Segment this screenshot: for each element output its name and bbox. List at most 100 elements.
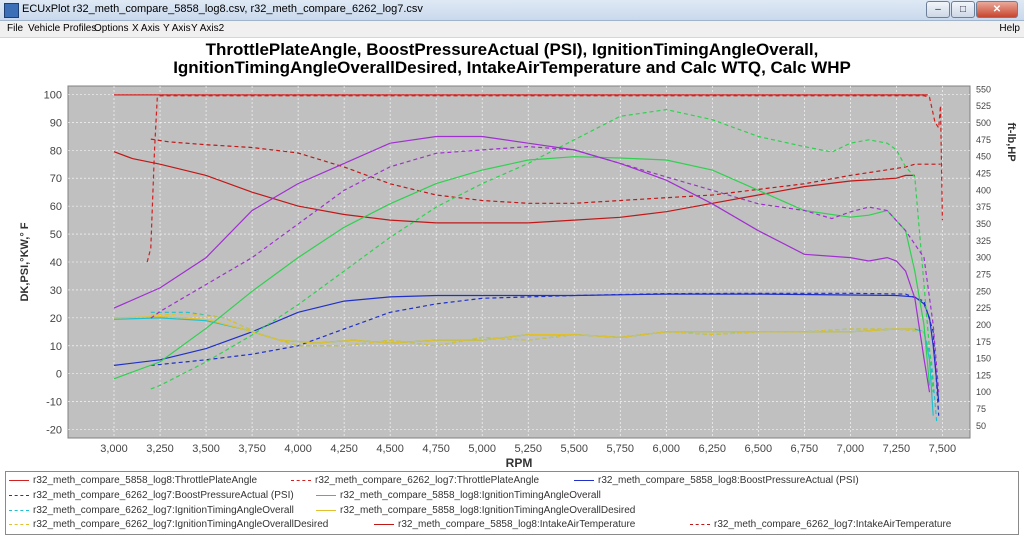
y2-tick-label: 125 [976, 370, 991, 380]
y-tick-label: 100 [44, 89, 62, 101]
plot-area [67, 85, 971, 439]
y-tick-label: 80 [50, 145, 62, 157]
legend-item: r32_meth_compare_6262_log7:IgnitionTimin… [9, 505, 294, 516]
legend-label: r32_meth_compare_6262_log7:IntakeAirTemp… [714, 519, 952, 530]
legend-label: r32_meth_compare_5858_log8:IntakeAirTemp… [398, 519, 636, 530]
series-line [113, 156, 931, 386]
x-tick-label: 5,250 [514, 443, 542, 455]
close-button[interactable]: ✕ [976, 1, 1018, 18]
y-tick-label: 10 [50, 341, 62, 353]
series-line [113, 135, 931, 393]
y2-tick-label: 325 [976, 236, 991, 246]
minimize-button[interactable]: – [926, 1, 950, 18]
legend-item: r32_meth_compare_6262_log7:IgnitionTimin… [9, 519, 328, 530]
x-tick-label: 7,500 [929, 443, 957, 455]
legend-label: r32_meth_compare_5858_log8:IgnitionTimin… [340, 490, 601, 501]
series-line [146, 95, 943, 263]
y2-tick-label: 175 [976, 337, 991, 347]
x-tick-label: 4,500 [376, 443, 404, 455]
legend-item: r32_meth_compare_5858_log8:IgnitionTimin… [316, 490, 601, 501]
x-tick-label: 3,750 [238, 443, 266, 455]
x-tick-label: 4,750 [422, 443, 450, 455]
x-tick-label: 5,750 [606, 443, 634, 455]
y2-tick-label: 425 [976, 168, 991, 178]
y2-tick-label: 150 [976, 354, 991, 364]
menu-y-axis[interactable]: Y Axis [163, 23, 191, 34]
y2-tick-label: 475 [976, 135, 991, 145]
y2-tick-label: 100 [976, 387, 991, 397]
y-tick-label: 40 [50, 257, 62, 269]
y-tick-label: -10 [46, 397, 62, 409]
y-tick-label: 90 [50, 117, 62, 129]
y2-tick-label: 275 [976, 269, 991, 279]
chart-title-line2: IgnitionTimingAngleOverallDesired, Intak… [173, 58, 851, 77]
legend-item: r32_meth_compare_5858_log8:IntakeAirTemp… [374, 519, 635, 530]
legend-label: r32_meth_compare_5858_log8:ThrottlePlate… [33, 475, 258, 486]
legend: r32_meth_compare_5858_log8:ThrottlePlate… [5, 471, 1019, 535]
series-lines [113, 94, 943, 425]
legend-swatch [9, 480, 29, 481]
y2-tick-label: 375 [976, 202, 991, 212]
x-tick-label: 6,500 [745, 443, 773, 455]
legend-swatch [9, 510, 29, 511]
menu-y-axis2[interactable]: Y Axis2 [191, 23, 225, 34]
x-tick-label: 6,750 [791, 443, 819, 455]
legend-swatch [690, 524, 710, 525]
axis-ticks: 3,000 3,250 3,500 3,750 4,000 4,250 4,500 4,750… [44, 84, 991, 455]
menu-vehicle-profiles[interactable]: Vehicle Profiles [28, 23, 97, 34]
legend-swatch [574, 480, 594, 481]
y-tick-label: 70 [50, 173, 62, 185]
legend-label: r32_meth_compare_6262_log7:BoostPressure… [33, 490, 294, 501]
legend-swatch [9, 524, 29, 525]
maximize-button[interactable]: □ [951, 1, 975, 18]
legend-label: r32_meth_compare_6262_log7:ThrottlePlate… [315, 475, 540, 486]
legend-item: r32_meth_compare_5858_log8:IgnitionTimin… [316, 505, 635, 516]
y2-tick-label: 50 [976, 421, 986, 431]
chart-title-line1: ThrottlePlateAngle, BoostPressureActual … [205, 40, 819, 59]
legend-item: r32_meth_compare_6262_log7:IntakeAirTemp… [690, 519, 951, 530]
legend-label: r32_meth_compare_5858_log8:IgnitionTimin… [340, 505, 636, 516]
y2-tick-label: 300 [976, 253, 991, 263]
y2-tick-label: 350 [976, 219, 991, 229]
window-titlebar: ECUxPlot r32_meth_compare_5858_log8.csv,… [0, 0, 1024, 21]
legend-item: r32_meth_compare_5858_log8:ThrottlePlate… [9, 475, 257, 486]
app-icon [4, 3, 19, 18]
y2-tick-label: 250 [976, 286, 991, 296]
x-tick-label: 3,250 [146, 443, 174, 455]
legend-swatch [316, 510, 336, 511]
y2-axis-label: ft-lb,HP [1005, 122, 1017, 161]
x-tick-label: 6,250 [699, 443, 727, 455]
x-axis-label: RPM [506, 456, 533, 470]
y-tick-label: 60 [50, 201, 62, 213]
x-tick-label: 6,000 [652, 443, 680, 455]
menu-file[interactable]: File [7, 23, 24, 34]
x-tick-label: 7,000 [837, 443, 865, 455]
y2-tick-label: 200 [976, 320, 991, 330]
y-tick-label: 50 [50, 229, 62, 241]
series-line [150, 108, 934, 393]
window-title: ECUxPlot r32_meth_compare_5858_log8.csv,… [22, 3, 423, 15]
series-line [150, 313, 925, 347]
y-tick-label: 0 [56, 369, 62, 381]
legend-swatch [9, 495, 29, 496]
x-tick-label: 3,000 [100, 443, 128, 455]
x-tick-label: 4,000 [284, 443, 312, 455]
menubar: File Vehicle Profiles Options X Axis Y A… [0, 21, 1024, 38]
menu-x-axis[interactable]: X Axis [132, 23, 160, 34]
series-line [150, 145, 940, 393]
legend-item: r32_meth_compare_6262_log7:BoostPressure… [9, 490, 294, 501]
y2-tick-label: 400 [976, 185, 991, 195]
x-tick-label: 7,250 [883, 443, 911, 455]
y2-tick-label: 525 [976, 101, 991, 111]
legend-swatch [291, 480, 311, 481]
legend-item: r32_meth_compare_5858_log8:BoostPressure… [574, 475, 859, 486]
menu-help[interactable]: Help [999, 23, 1020, 34]
chart: 3,000 3,250 3,500 3,750 4,000 4,250 4,500 4,750… [19, 84, 1017, 470]
x-tick-label: 5,000 [468, 443, 496, 455]
y2-tick-label: 75 [976, 404, 986, 414]
y2-tick-label: 450 [976, 152, 991, 162]
legend-item: r32_meth_compare_6262_log7:ThrottlePlate… [291, 475, 539, 486]
menu-options[interactable]: Options [94, 23, 129, 34]
x-tick-label: 4,250 [330, 443, 358, 455]
y-tick-label: 30 [50, 285, 62, 297]
